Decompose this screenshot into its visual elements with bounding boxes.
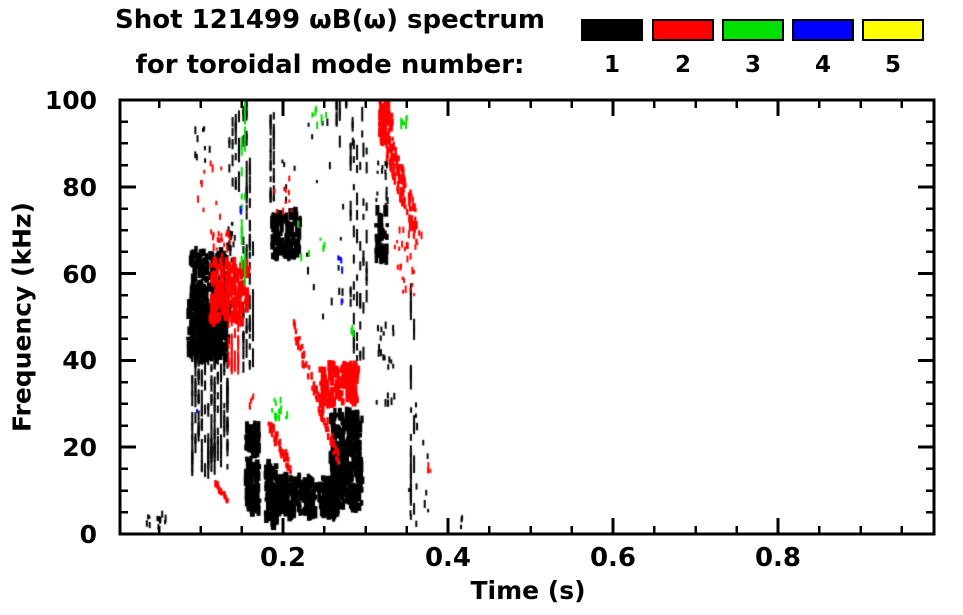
legend-label-n4: 4: [814, 52, 831, 78]
spectrum-canvas: [120, 100, 934, 534]
x-axis-title: Time (s): [470, 576, 586, 605]
x-tick-label: 0.4: [424, 543, 472, 573]
y-tick-label: 80: [62, 172, 97, 202]
legend-label-n3: 3: [744, 52, 761, 78]
figure-title: Shot 121499 ωB(ω) spectrum: [115, 5, 545, 35]
legend-swatch-n1: [581, 19, 643, 41]
legend-item-n1: 1: [581, 19, 643, 78]
y-tick-label: 60: [62, 259, 97, 289]
legend-swatch-n3: [722, 19, 784, 41]
mode-number-legend: 1 2 3 4 5: [0, 0, 963, 90]
legend-label-n1: 1: [603, 52, 620, 78]
y-tick-label: 20: [62, 433, 97, 463]
legend-item-n3: 3: [722, 19, 784, 78]
y-tick-label: 0: [79, 520, 97, 549]
legend-label-n2: 2: [674, 52, 691, 78]
legend-item-n5: 5: [862, 19, 924, 78]
x-tick-label: 0.8: [754, 543, 802, 573]
legend-swatch-n4: [792, 19, 854, 41]
legend-item-n2: 2: [652, 19, 714, 78]
y-tick-label: 40: [62, 346, 97, 376]
legend-item-n4: 4: [792, 19, 854, 78]
y-axis-title: Frequency (kHz): [7, 202, 37, 432]
x-tick-label: 0.6: [589, 543, 637, 573]
y-tick-label: 100: [44, 86, 97, 115]
figure-subtitle: for toroidal mode number:: [135, 50, 525, 80]
legend-swatch-n2: [652, 19, 714, 41]
legend-label-n5: 5: [884, 52, 901, 78]
legend-swatch-n5: [862, 19, 924, 41]
x-tick-label: 0.2: [259, 543, 307, 573]
